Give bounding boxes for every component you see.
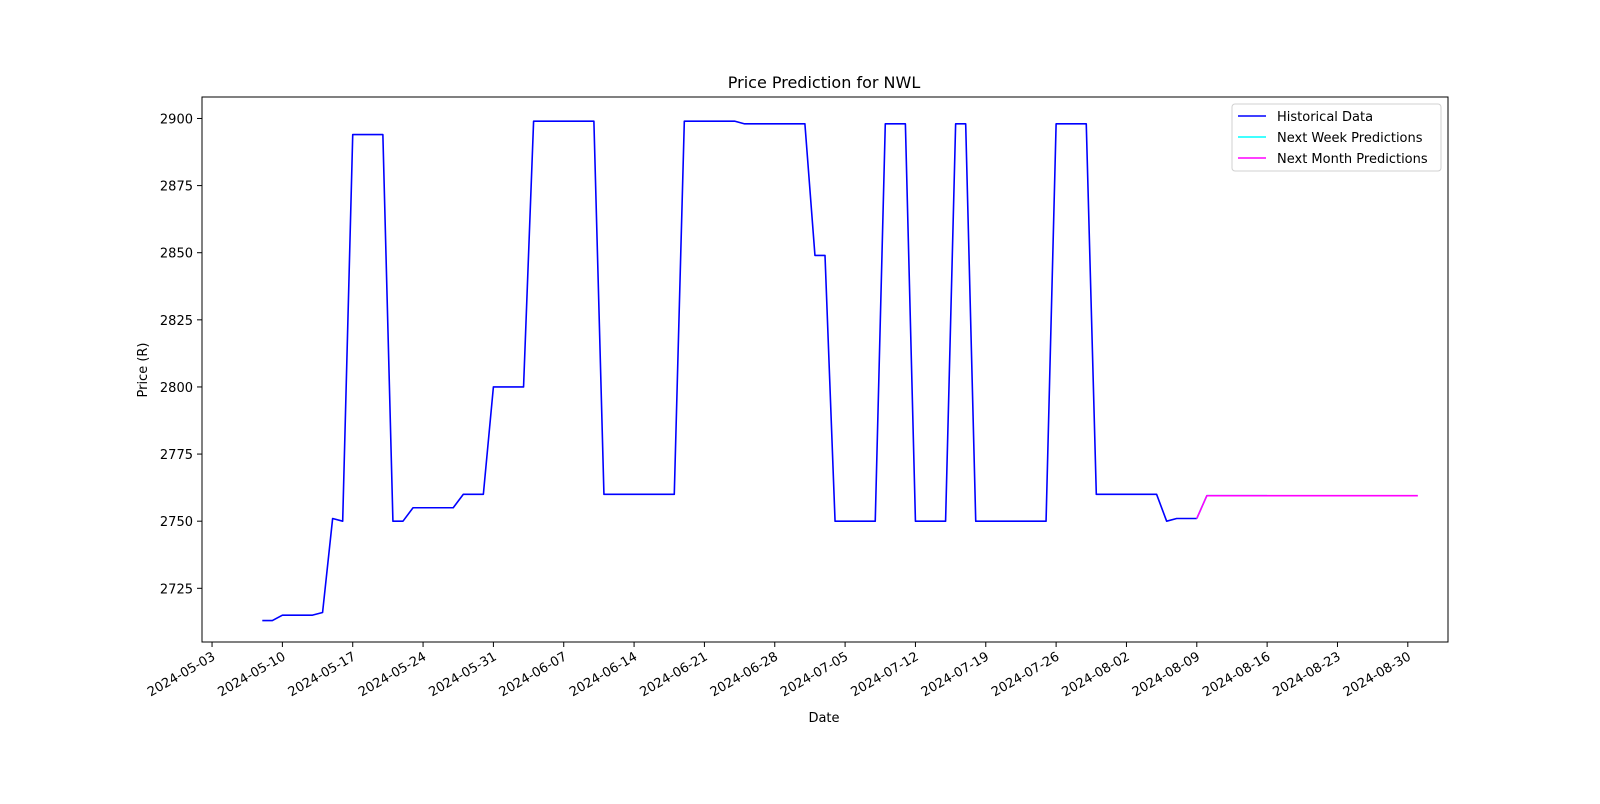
y-tick-label: 2825 xyxy=(160,314,193,329)
x-tick-label: 2024-08-16 xyxy=(1200,649,1273,700)
y-tick-label: 2775 xyxy=(160,448,193,463)
x-tick-label: 2024-05-03 xyxy=(145,649,218,700)
x-tick-label: 2024-07-05 xyxy=(778,649,851,700)
legend-entry: Historical Data xyxy=(1277,110,1373,125)
y-tick-label: 2875 xyxy=(160,180,193,195)
y-tick-label: 2800 xyxy=(160,381,193,396)
x-tick-label: 2024-06-28 xyxy=(708,649,781,700)
y-axis: 2725 2750 2775 2800 2825 2850 2875 2900 xyxy=(160,112,202,597)
series-line-next-week-predictions xyxy=(1196,494,1268,519)
x-axis: 2024-05-032024-05-102024-05-172024-05-24… xyxy=(145,642,1414,700)
x-tick-label: 2024-08-02 xyxy=(1060,649,1133,700)
x-tick-label: 2024-06-14 xyxy=(567,649,640,700)
x-tick-label: 2024-05-24 xyxy=(356,649,429,700)
x-tick-label: 2024-05-17 xyxy=(286,649,359,700)
x-tick-label: 2024-08-09 xyxy=(1130,649,1203,700)
x-tick-label: 2024-07-12 xyxy=(848,649,921,700)
x-tick-label: 2024-05-31 xyxy=(426,649,499,700)
y-tick-label: 2900 xyxy=(160,112,193,127)
chart-title: Price Prediction for NWL xyxy=(728,73,921,92)
x-tick-label: 2024-05-10 xyxy=(215,649,288,700)
legend-box xyxy=(1231,103,1442,172)
plot-frame xyxy=(201,96,1449,643)
y-tick-label: 2850 xyxy=(160,247,193,262)
x-tick-label: 2024-06-07 xyxy=(497,649,570,700)
x-tick-label: 2024-06-21 xyxy=(637,649,710,700)
series-line-historical-data xyxy=(262,120,1197,622)
x-tick-label: 2024-08-30 xyxy=(1341,649,1414,700)
legend-entry: Next Month Predictions xyxy=(1277,152,1428,167)
legend: Historical Data Next Week Predictions Next… xyxy=(1231,103,1442,172)
x-axis-label: Date xyxy=(808,711,839,726)
x-tick-label: 2024-07-19 xyxy=(919,649,992,700)
x-tick-label: 2024-07-26 xyxy=(989,649,1062,700)
legend-entry: Next Week Predictions xyxy=(1277,131,1423,146)
y-tick-label: 2725 xyxy=(160,582,193,597)
y-axis-label: Price (R) xyxy=(136,342,151,397)
y-tick-label: 2750 xyxy=(160,515,193,530)
series-line-next-month-predictions xyxy=(1196,494,1418,519)
x-tick-label: 2024-08-23 xyxy=(1271,649,1344,700)
